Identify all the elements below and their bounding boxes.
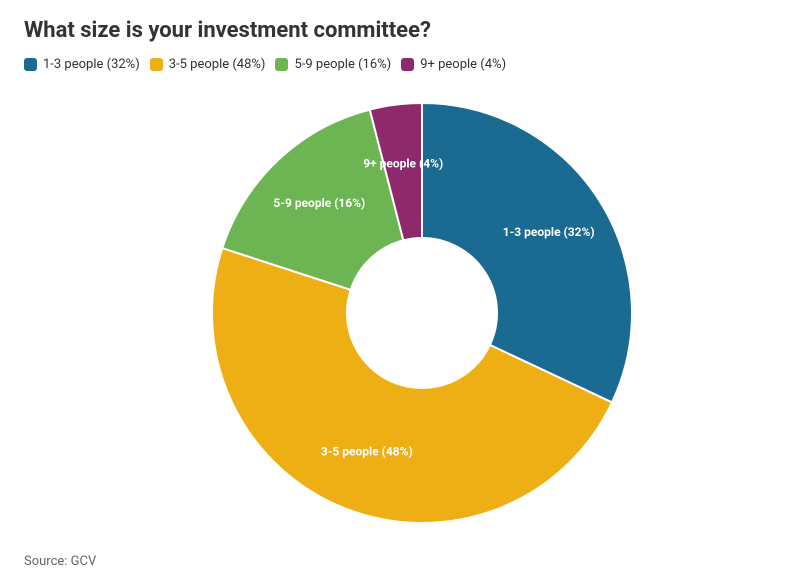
legend-swatch bbox=[150, 58, 163, 71]
slice-label-s1: 3-5 people (48%) bbox=[321, 445, 413, 459]
donut-chart: 1-3 people (32%) 3-5 people (48%) 5-9 peop… bbox=[24, 78, 772, 538]
source-label: Source: GCV bbox=[24, 554, 96, 569]
chart-title: What size is your investment committee? bbox=[24, 18, 772, 43]
legend-item: 5-9 people (16%) bbox=[275, 57, 391, 72]
slice-label-s3: 9+ people (4%) bbox=[363, 156, 443, 170]
legend: 1-3 people (32%) 3-5 people (48%) 5-9 pe… bbox=[24, 57, 772, 72]
legend-label: 9+ people (4%) bbox=[420, 57, 506, 72]
slice-label-s0: 1-3 people (32%) bbox=[503, 225, 595, 239]
slice-label-s2: 5-9 people (16%) bbox=[273, 196, 365, 210]
legend-label: 3-5 people (48%) bbox=[169, 57, 266, 72]
legend-swatch bbox=[24, 58, 37, 71]
legend-swatch bbox=[401, 58, 414, 71]
legend-label: 5-9 people (16%) bbox=[294, 57, 391, 72]
legend-item: 3-5 people (48%) bbox=[150, 57, 266, 72]
chart-container: What size is your investment committee? … bbox=[0, 0, 796, 575]
legend-label: 1-3 people (32%) bbox=[43, 57, 140, 72]
legend-item: 1-3 people (32%) bbox=[24, 57, 140, 72]
legend-item: 9+ people (4%) bbox=[401, 57, 506, 72]
slice-s0 bbox=[422, 103, 632, 402]
legend-swatch bbox=[275, 58, 288, 71]
chart-area: 1-3 people (32%) 3-5 people (48%) 5-9 peop… bbox=[24, 78, 772, 538]
